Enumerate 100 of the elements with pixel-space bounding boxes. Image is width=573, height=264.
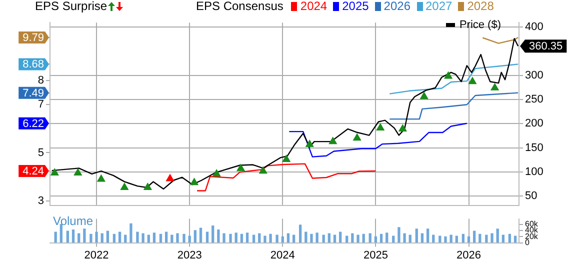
point xyxy=(212,169,221,176)
bar xyxy=(286,233,290,243)
x-tick-label: 2022 xyxy=(84,249,109,262)
bar xyxy=(485,234,488,243)
bar xyxy=(374,236,378,243)
point xyxy=(420,92,428,100)
bar xyxy=(351,233,354,243)
bar xyxy=(130,223,132,243)
bar xyxy=(83,228,86,243)
bar xyxy=(398,227,400,243)
bar xyxy=(152,232,156,243)
point xyxy=(398,124,407,132)
bar xyxy=(182,234,186,243)
point xyxy=(259,166,268,174)
bar xyxy=(276,234,278,243)
bar xyxy=(164,232,168,243)
bar xyxy=(392,236,395,243)
bar xyxy=(473,230,476,243)
y2-tick-label: 7.49 xyxy=(22,87,44,100)
bar xyxy=(339,232,342,243)
text: EPS Surprise xyxy=(35,0,108,13)
bar xyxy=(386,232,388,243)
bar xyxy=(508,234,512,243)
bar xyxy=(229,234,232,243)
y-tick-label: 250 xyxy=(525,94,544,106)
y-tick-label: 200 xyxy=(525,118,544,130)
bar xyxy=(118,232,122,243)
bar xyxy=(426,228,430,243)
y-tick-label: 50 xyxy=(525,190,538,202)
bar xyxy=(60,224,62,243)
bar xyxy=(281,236,284,243)
bar xyxy=(264,236,266,243)
y2-tick-label: 8.68 xyxy=(22,58,44,71)
bar xyxy=(212,226,214,243)
point xyxy=(328,137,337,144)
bar xyxy=(368,233,372,243)
bar xyxy=(106,230,110,243)
point xyxy=(353,134,362,141)
bar xyxy=(444,236,447,243)
legend-label: 2028 xyxy=(467,0,494,13)
bar xyxy=(199,228,202,243)
bar xyxy=(478,234,482,243)
y2-tick-label: 7 xyxy=(38,98,44,111)
bar xyxy=(356,234,360,243)
bar xyxy=(514,236,517,243)
bar xyxy=(234,232,238,243)
bar xyxy=(54,232,57,243)
bar xyxy=(72,230,75,243)
bar xyxy=(380,234,383,243)
bar xyxy=(240,234,244,243)
point xyxy=(97,174,106,182)
y2-tick-label: 6.22 xyxy=(22,118,44,130)
y-tick-label: 150 xyxy=(525,142,544,154)
chart-title: Volume xyxy=(53,214,94,228)
x-tick-label: 2026 xyxy=(456,249,481,262)
bar xyxy=(316,232,318,243)
point xyxy=(50,168,59,176)
bar xyxy=(112,234,116,243)
legend-label: 2026 xyxy=(384,0,410,13)
bar xyxy=(100,233,104,243)
y-tick-label: 300 xyxy=(525,69,544,82)
bar xyxy=(269,234,272,243)
bar xyxy=(159,234,162,243)
bar xyxy=(310,234,313,243)
bar xyxy=(78,233,80,243)
bar xyxy=(467,236,470,243)
bar xyxy=(450,234,452,243)
bar xyxy=(246,232,249,243)
x-tick-label: 2025 xyxy=(363,249,388,262)
bar xyxy=(95,232,98,243)
point xyxy=(144,183,152,190)
bar xyxy=(222,233,226,243)
bar xyxy=(420,233,424,243)
point xyxy=(468,77,476,84)
y2-tick-label: 8 xyxy=(38,74,44,87)
legend-label: 2025 xyxy=(342,0,369,13)
point xyxy=(74,168,82,176)
bar xyxy=(403,233,406,243)
bar xyxy=(298,224,302,243)
point xyxy=(282,154,290,162)
legend-title: EPS Consensus xyxy=(196,0,284,13)
bar xyxy=(455,236,458,243)
bar xyxy=(328,233,330,243)
legend-label: Price ($) xyxy=(459,19,501,31)
bar xyxy=(415,228,418,243)
bar xyxy=(496,228,499,243)
bar xyxy=(438,236,442,243)
y2-tick-label: 9.79 xyxy=(22,32,44,44)
bar xyxy=(188,236,191,243)
legend-label: 2027 xyxy=(426,0,452,13)
point xyxy=(444,72,452,79)
y2-tick-label: 5 xyxy=(38,146,44,159)
y2-tick-label: 3 xyxy=(38,194,44,207)
y2-tick-label: 4.24 xyxy=(22,166,44,178)
point xyxy=(190,178,198,186)
x-tick-label: 2024 xyxy=(270,249,295,262)
y-tick-label: 400 xyxy=(525,20,544,33)
bar xyxy=(66,230,70,243)
point xyxy=(376,124,384,131)
bar xyxy=(194,230,196,243)
